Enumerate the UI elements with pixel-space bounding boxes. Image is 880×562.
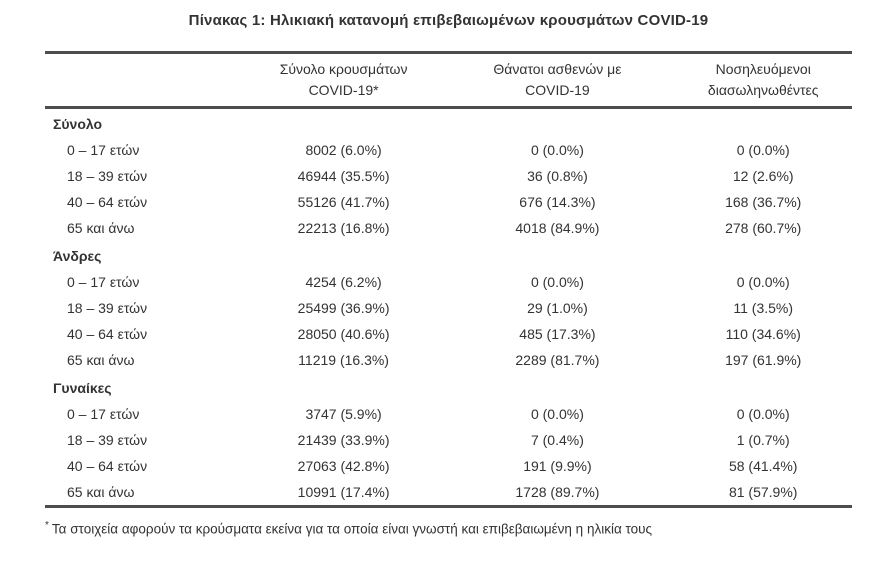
age-row: 18 – 39 ετών 25499 (36.9%) 29 (1.0%) 11 … (45, 295, 852, 321)
deaths-cell: 36 (0.8%) (527, 168, 588, 184)
cases-cell: 46944 (35.5%) (297, 168, 390, 184)
deaths-cell: 0 (0.0%) (530, 406, 584, 422)
section-label: Άνδρες (53, 248, 102, 264)
deaths-cell: 1728 (89.7%) (515, 484, 600, 500)
age-label: 40 – 64 ετών (67, 326, 148, 342)
cases-cell: 55126 (41.7%) (297, 194, 390, 210)
intubated-cell: 0 (0.0%) (736, 274, 790, 290)
age-label: 0 – 17 ετών (67, 406, 140, 422)
age-row: 0 – 17 ετών 4254 (6.2%) 0 (0.0%) 0 (0.0%… (45, 269, 852, 295)
cases-cell: 27063 (42.8%) (297, 458, 390, 474)
age-row: 40 – 64 ετών 28050 (40.6%) 485 (17.3%) 1… (45, 321, 852, 347)
deaths-cell: 29 (1.0%) (527, 300, 588, 316)
age-label: 0 – 17 ετών (67, 142, 140, 158)
age-label: 18 – 39 ετών (67, 168, 148, 184)
section-label: Σύνολο (53, 116, 103, 132)
cases-cell: 21439 (33.9%) (297, 432, 390, 448)
age-label: 65 και άνω (67, 484, 135, 500)
cases-cell: 4254 (6.2%) (305, 274, 382, 290)
age-row: 65 και άνω 22213 (16.8%) 4018 (84.9%) 27… (45, 215, 852, 241)
age-row: 0 – 17 ετών 8002 (6.0%) 0 (0.0%) 0 (0.0%… (45, 137, 852, 163)
footnote-asterisk: * (45, 520, 49, 531)
intubated-cell: 278 (60.7%) (725, 220, 802, 236)
intubated-cell: 81 (57.9%) (728, 484, 798, 500)
table-footnote: * Τα στοιχεία αφορούν τα κρούσματα εκείνα… (45, 517, 852, 538)
intubated-cell: 58 (41.4%) (728, 458, 798, 474)
deaths-cell: 2289 (81.7%) (515, 352, 600, 368)
age-label: 0 – 17 ετών (67, 274, 140, 290)
cases-cell: 28050 (40.6%) (297, 326, 390, 342)
intubated-cell: 0 (0.0%) (736, 406, 790, 422)
section-header-row-women: Γυναίκες (45, 373, 852, 401)
cases-cell: 10991 (17.4%) (297, 484, 390, 500)
col-header-deaths: Θάνατοι ασθενών με COVID-19 (440, 53, 674, 108)
intubated-cell: 12 (2.6%) (732, 168, 794, 184)
age-row: 65 και άνω 10991 (17.4%) 1728 (89.7%) 81… (45, 479, 852, 507)
footnote-text: Τα στοιχεία αφορούν τα κρούσματα εκείνα … (51, 521, 653, 537)
cases-cell: 3747 (5.9%) (305, 406, 382, 422)
age-row: 18 – 39 ετών 46944 (35.5%) 36 (0.8%) 12 … (45, 163, 852, 189)
deaths-cell: 0 (0.0%) (530, 142, 584, 158)
col-header-cases: Σύνολο κρουσμάτων COVID-19* (247, 53, 441, 108)
cases-cell: 8002 (6.0%) (305, 142, 382, 158)
cases-cell: 22213 (16.8%) (297, 220, 390, 236)
age-label: 18 – 39 ετών (67, 300, 148, 316)
col-header-deaths-line1: Θάνατοι ασθενών με (493, 61, 622, 77)
age-row: 18 – 39 ετών 21439 (33.9%) 7 (0.4%) 1 (0… (45, 427, 852, 453)
section-header-row-men: Άνδρες (45, 241, 852, 269)
age-label: 40 – 64 ετών (67, 194, 148, 210)
col-header-intubated-line1: Νοσηλευόμενοι (715, 61, 811, 77)
age-label: 65 και άνω (67, 220, 135, 236)
col-header-intubated-line2: διασωληνωθέντες (707, 82, 819, 98)
intubated-cell: 168 (36.7%) (725, 194, 802, 210)
intubated-cell: 11 (3.5%) (733, 300, 794, 316)
deaths-cell: 7 (0.4%) (530, 432, 584, 448)
intubated-cell: 0 (0.0%) (736, 142, 790, 158)
age-label: 40 – 64 ετών (67, 458, 148, 474)
age-row: 0 – 17 ετών 3747 (5.9%) 0 (0.0%) 0 (0.0%… (45, 401, 852, 427)
cases-cell: 11219 (16.3%) (298, 352, 389, 368)
age-row: 40 – 64 ετών 55126 (41.7%) 676 (14.3%) 1… (45, 189, 852, 215)
cases-cell: 25499 (36.9%) (297, 300, 390, 316)
col-header-cases-line2: COVID-19* (308, 82, 379, 98)
page-title: Πίνακας 1: Ηλικιακή κατανομή επιβεβαιωμέ… (188, 12, 709, 29)
intubated-cell: 197 (61.9%) (725, 352, 802, 368)
age-row: 40 – 64 ετών 27063 (42.8%) 191 (9.9%) 58… (45, 453, 852, 479)
age-label: 65 και άνω (67, 352, 135, 368)
age-label: 18 – 39 ετών (67, 432, 148, 448)
deaths-cell: 485 (17.3%) (519, 326, 596, 342)
intubated-cell: 1 (0.7%) (736, 432, 790, 448)
col-header-deaths-line2: COVID-19 (525, 82, 590, 98)
covid-age-distribution-table: Σύνολο κρουσμάτων COVID-19* Θάνατοι ασθε… (45, 51, 852, 508)
intubated-cell: 110 (34.6%) (725, 326, 801, 342)
table-header-row: Σύνολο κρουσμάτων COVID-19* Θάνατοι ασθε… (45, 53, 852, 108)
col-header-intubated: Νοσηλευόμενοι διασωληνωθέντες (674, 53, 852, 108)
deaths-cell: 676 (14.3%) (519, 194, 596, 210)
deaths-cell: 191 (9.9%) (523, 458, 592, 474)
deaths-cell: 4018 (84.9%) (515, 220, 600, 236)
col-header-cases-line1: Σύνολο κρουσμάτων (279, 61, 408, 77)
col-header-empty (45, 53, 247, 108)
age-row: 65 και άνω 11219 (16.3%) 2289 (81.7%) 19… (45, 347, 852, 373)
section-label: Γυναίκες (53, 380, 112, 396)
section-header-row-total: Σύνολο (45, 108, 852, 138)
deaths-cell: 0 (0.0%) (530, 274, 584, 290)
